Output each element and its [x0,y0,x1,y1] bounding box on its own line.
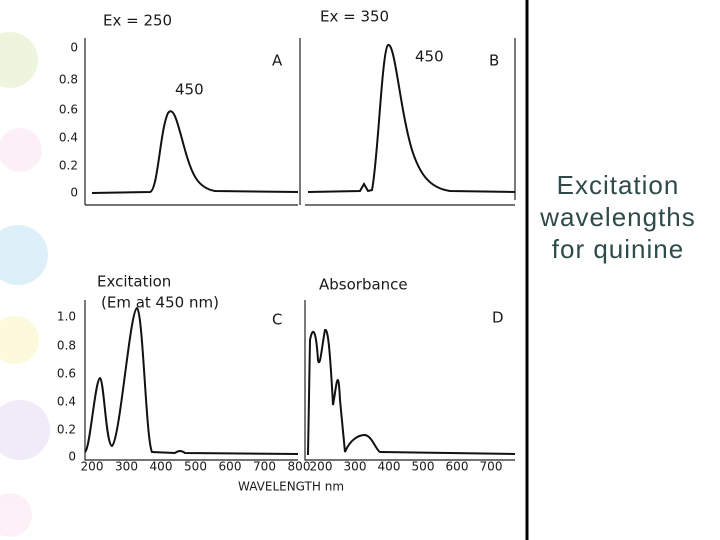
panel-letter: B [489,52,499,70]
x-tick-label: 500 [412,460,435,474]
deco-circle [0,316,39,364]
x-tick-label: 300 [115,460,138,474]
x-axis-label: WAVELENGTH nm [238,480,344,494]
y-tick-label: 0.2 [59,159,78,173]
panel-heading: Ex = 250 [103,12,172,30]
slide-title: Excitation [557,170,680,200]
upper-frame [84,38,516,206]
x-tick-label: 600 [446,460,469,474]
slide-title: for quinine [552,234,684,264]
decoration [0,32,50,537]
x-tick-label: 700 [253,460,276,474]
deco-circle [0,32,38,88]
deco-circle [0,225,48,285]
y-tick-label: 0.4 [57,395,76,409]
panel-heading: (Em at 450 nm) [101,294,219,312]
ticks: 0 0.8 0.6 0.4 0.2 0 1.0 0.8 0.6 0.4 0.2 0 200 300 400 5… [57,41,503,474]
panel-heading: Ex = 350 [320,8,389,26]
y-tick-label: 0 [68,450,76,464]
peak-label: 450 [415,48,444,66]
peak-label: 450 [175,81,204,99]
curve-b [307,43,516,193]
x-tick-label: 700 [480,460,503,474]
slide-title: wavelengths [539,202,696,232]
deco-circle [0,493,32,537]
panel-heading: Absorbance [319,276,408,294]
panel-letter: C [272,311,282,329]
x-tick-label: 400 [378,460,401,474]
deco-circle [0,128,42,172]
x-tick-label: 200 [310,460,333,474]
y-tick-label: 1.0 [57,310,76,324]
panel-heading: Excitation [97,273,171,291]
curve-a [91,110,299,194]
x-tick-label: 300 [344,460,367,474]
y-tick-label: 0.2 [57,423,76,437]
x-tick-label: 200 [81,460,104,474]
x-tick-label: 800 [288,460,311,474]
y-tick-label: 0.6 [59,103,78,117]
panel-letter: A [272,52,283,70]
x-tick-label: 600 [219,460,242,474]
deco-circle [0,400,50,460]
panel-letter: D [492,309,504,327]
x-tick-label: 500 [184,460,207,474]
y-tick-label: 0.4 [59,131,78,145]
y-tick-label: 0.6 [57,367,76,381]
y-tick-label: 0.8 [59,73,78,87]
x-tick-label: 400 [150,460,173,474]
lower-frame [84,300,515,461]
y-tick-label: 0 [70,41,78,55]
y-tick-label: 0.8 [57,339,76,353]
y-tick-label: 0 [70,186,78,200]
curve-c [84,306,299,455]
curve-d [307,328,516,456]
